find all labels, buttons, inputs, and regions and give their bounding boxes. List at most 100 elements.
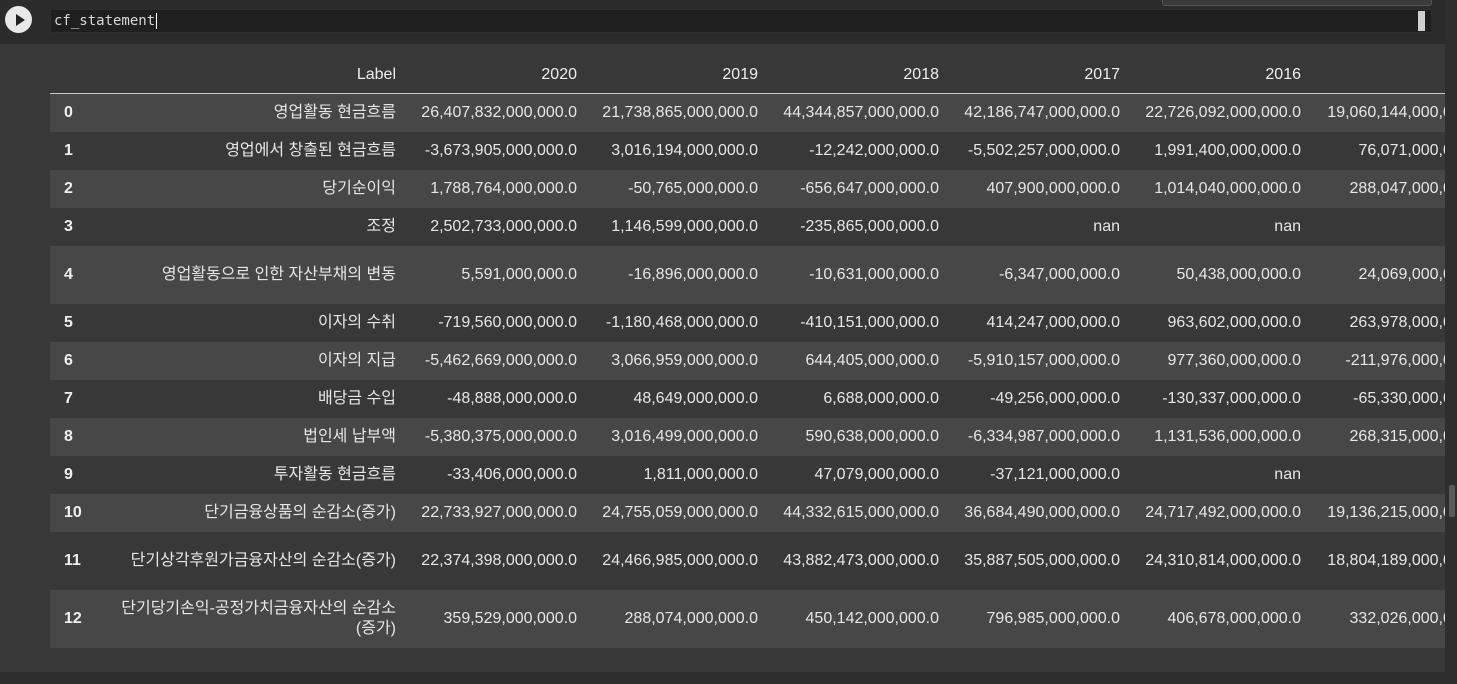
table-cell: 22,733,927,000,000.0 bbox=[421, 504, 577, 521]
year-header: 2020 bbox=[405, 56, 586, 94]
table-cell: 24,466,985,000,000.0 bbox=[602, 552, 758, 569]
table-row: 3 조정 2,502,733,000,000.0 1,146,599,000,000.… bbox=[50, 208, 1457, 246]
run-cell-button[interactable] bbox=[5, 6, 32, 33]
table-cell: -49,256,000,000.0 bbox=[990, 390, 1120, 407]
table-cell: 3,066,959,000,000.0 bbox=[611, 352, 758, 369]
table-cell: 263,978,000,000.0 bbox=[1349, 314, 1457, 331]
table-cell: 19,136,215,000,000.0 bbox=[1327, 504, 1457, 521]
table-cell: -235,865,000,000.0 bbox=[800, 218, 939, 235]
table-cell: 22,726,092,000,000.0 bbox=[1145, 104, 1301, 121]
table-cell: -130,337,000,000.0 bbox=[1162, 390, 1301, 407]
table-cell: 48,649,000,000.0 bbox=[633, 390, 758, 407]
dataframe-output: Label 2020 2019 2018 2017 2016 2015 0 영업활… bbox=[50, 56, 1457, 648]
editor-scrollbar-thumb[interactable] bbox=[1418, 11, 1425, 31]
table-row: 7 배당금 수입 -48,888,000,000.0 48,649,000,000.0… bbox=[50, 380, 1457, 418]
table-cell: 406,678,000,000.0 bbox=[1167, 610, 1301, 627]
table-cell: 36,684,490,000,000.0 bbox=[964, 504, 1120, 521]
table-row: 11 단기상각후원가금융자산의 순감소(증가) 22,374,398,000,000… bbox=[50, 532, 1457, 590]
play-icon bbox=[15, 13, 25, 26]
row-label: 영업에서 창출된 현금흐름 bbox=[225, 142, 396, 159]
table-cell: 1,146,599,000,000.0 bbox=[611, 218, 758, 235]
table-row: 9 투자활동 현금흐름 -33,406,000,000.0 1,811,000,000… bbox=[50, 456, 1457, 494]
table-row: 5 이자의 수취 -719,560,000,000.0 -1,180,468,000,… bbox=[50, 304, 1457, 342]
page-scrollbar[interactable] bbox=[1445, 0, 1457, 684]
table-cell: 24,717,492,000,000.0 bbox=[1145, 504, 1301, 521]
table-cell: 24,310,814,000,000.0 bbox=[1145, 552, 1301, 569]
table-cell: 22,374,398,000,000.0 bbox=[421, 552, 577, 569]
row-index: 1 bbox=[64, 142, 73, 159]
row-index: 12 bbox=[64, 610, 82, 627]
table-cell: 288,074,000,000.0 bbox=[624, 610, 758, 627]
table-cell: -12,242,000,000.0 bbox=[809, 142, 939, 159]
table-cell: -5,910,157,000,000.0 bbox=[967, 352, 1120, 369]
table-cell: nan bbox=[1274, 466, 1301, 483]
row-index: 5 bbox=[64, 314, 73, 331]
code-editor[interactable]: cf_statement bbox=[50, 9, 1432, 33]
table-cell: -5,502,257,000,000.0 bbox=[967, 142, 1120, 159]
row-label: 이자의 수취 bbox=[317, 314, 396, 331]
table-cell: -50,765,000,000.0 bbox=[628, 180, 758, 197]
table-cell: 6,688,000,000.0 bbox=[823, 390, 939, 407]
table-cell: 407,900,000,000.0 bbox=[986, 180, 1120, 197]
table-row: 2 당기순이익 1,788,764,000,000.0 -50,765,000,000… bbox=[50, 170, 1457, 208]
page-scrollbar-thumb[interactable] bbox=[1449, 485, 1455, 517]
table-cell: 977,360,000,000.0 bbox=[1167, 352, 1301, 369]
row-index: 11 bbox=[64, 552, 81, 569]
table-cell: 24,755,059,000,000.0 bbox=[602, 504, 758, 521]
table-row: 6 이자의 지급 -5,462,669,000,000.0 3,066,959,000… bbox=[50, 342, 1457, 380]
table-cell: -16,896,000,000.0 bbox=[628, 266, 758, 283]
table-cell: nan bbox=[1310, 208, 1457, 246]
table-cell: 3,016,194,000,000.0 bbox=[611, 142, 758, 159]
table-cell: 19,060,144,000,000.0 bbox=[1327, 104, 1457, 121]
code-cell: cf_statement bbox=[0, 0, 1445, 44]
table-cell: -410,151,000,000.0 bbox=[800, 314, 939, 331]
row-label: 법인세 납부액 bbox=[303, 428, 396, 445]
table-cell: -1,180,468,000,000.0 bbox=[605, 314, 758, 331]
table-cell: 414,247,000,000.0 bbox=[986, 314, 1120, 331]
text-cursor bbox=[156, 13, 158, 29]
row-label: 단기상각후원가금융자산의 순감소(증가) bbox=[130, 552, 396, 569]
row-label: 이자의 지급 bbox=[317, 352, 396, 369]
row-index: 0 bbox=[64, 104, 73, 121]
row-label: 당기순이익 bbox=[322, 180, 396, 197]
table-cell: 42,186,747,000,000.0 bbox=[964, 104, 1120, 121]
year-header: 2017 bbox=[948, 56, 1129, 94]
table-cell: 450,142,000,000.0 bbox=[805, 610, 939, 627]
row-index: 8 bbox=[64, 428, 73, 445]
table-row: 12 단기당기손익-공정가치금융자산의 순감소(증가) 359,529,000,00… bbox=[50, 590, 1457, 648]
table-cell: nan bbox=[1310, 456, 1457, 494]
year-header: 2019 bbox=[586, 56, 767, 94]
table-cell: nan bbox=[1274, 218, 1301, 235]
table-cell: 590,638,000,000.0 bbox=[805, 428, 939, 445]
table-cell: 2,502,733,000,000.0 bbox=[430, 218, 577, 235]
table-row: 4 영업활동으로 인한 자산부채의 변동 5,591,000,000.0 -16,89… bbox=[50, 246, 1457, 304]
table-cell: 359,529,000,000.0 bbox=[443, 610, 577, 627]
table-row: 10 단기금융상품의 순감소(증가) 22,733,927,000,000.0 24,… bbox=[50, 494, 1457, 532]
cell-toolbar[interactable] bbox=[1162, 0, 1432, 6]
table-cell: -10,631,000,000.0 bbox=[809, 266, 939, 283]
table-cell: -33,406,000,000.0 bbox=[447, 466, 577, 483]
table-cell: 332,026,000,000.0 bbox=[1349, 610, 1457, 627]
row-label: 투자활동 현금흐름 bbox=[273, 466, 396, 483]
table-row: 1 영업에서 창출된 현금흐름 -3,673,905,000,000.0 3,016,… bbox=[50, 132, 1457, 170]
table-cell: 35,887,505,000,000.0 bbox=[964, 552, 1120, 569]
table-row: 8 법인세 납부액 -5,380,375,000,000.0 3,016,499,00… bbox=[50, 418, 1457, 456]
table-row: 0 영업활동 현금흐름 26,407,832,000,000.0 21,738,865… bbox=[50, 93, 1457, 132]
label-header: Label bbox=[104, 56, 405, 94]
table-cell: 1,014,040,000,000.0 bbox=[1154, 180, 1301, 197]
table-cell: 21,738,865,000,000.0 bbox=[602, 104, 758, 121]
table-cell: -719,560,000,000.0 bbox=[438, 314, 577, 331]
table-cell: -6,347,000,000.0 bbox=[999, 266, 1120, 283]
row-label: 조정 bbox=[366, 218, 396, 235]
notebook-bottom-edge bbox=[0, 672, 1445, 684]
row-index: 7 bbox=[64, 390, 73, 407]
row-index: 6 bbox=[64, 352, 73, 369]
index-header bbox=[50, 56, 104, 94]
table-cell: 1,811,000,000.0 bbox=[643, 466, 758, 483]
table-cell: 3,016,499,000,000.0 bbox=[611, 428, 758, 445]
table-cell: 288,047,000,000.0 bbox=[1349, 180, 1457, 197]
table-cell: nan bbox=[1093, 218, 1120, 235]
table-cell: 76,071,000,000.0 bbox=[1358, 142, 1457, 159]
table-cell: -5,462,669,000,000.0 bbox=[424, 352, 577, 369]
